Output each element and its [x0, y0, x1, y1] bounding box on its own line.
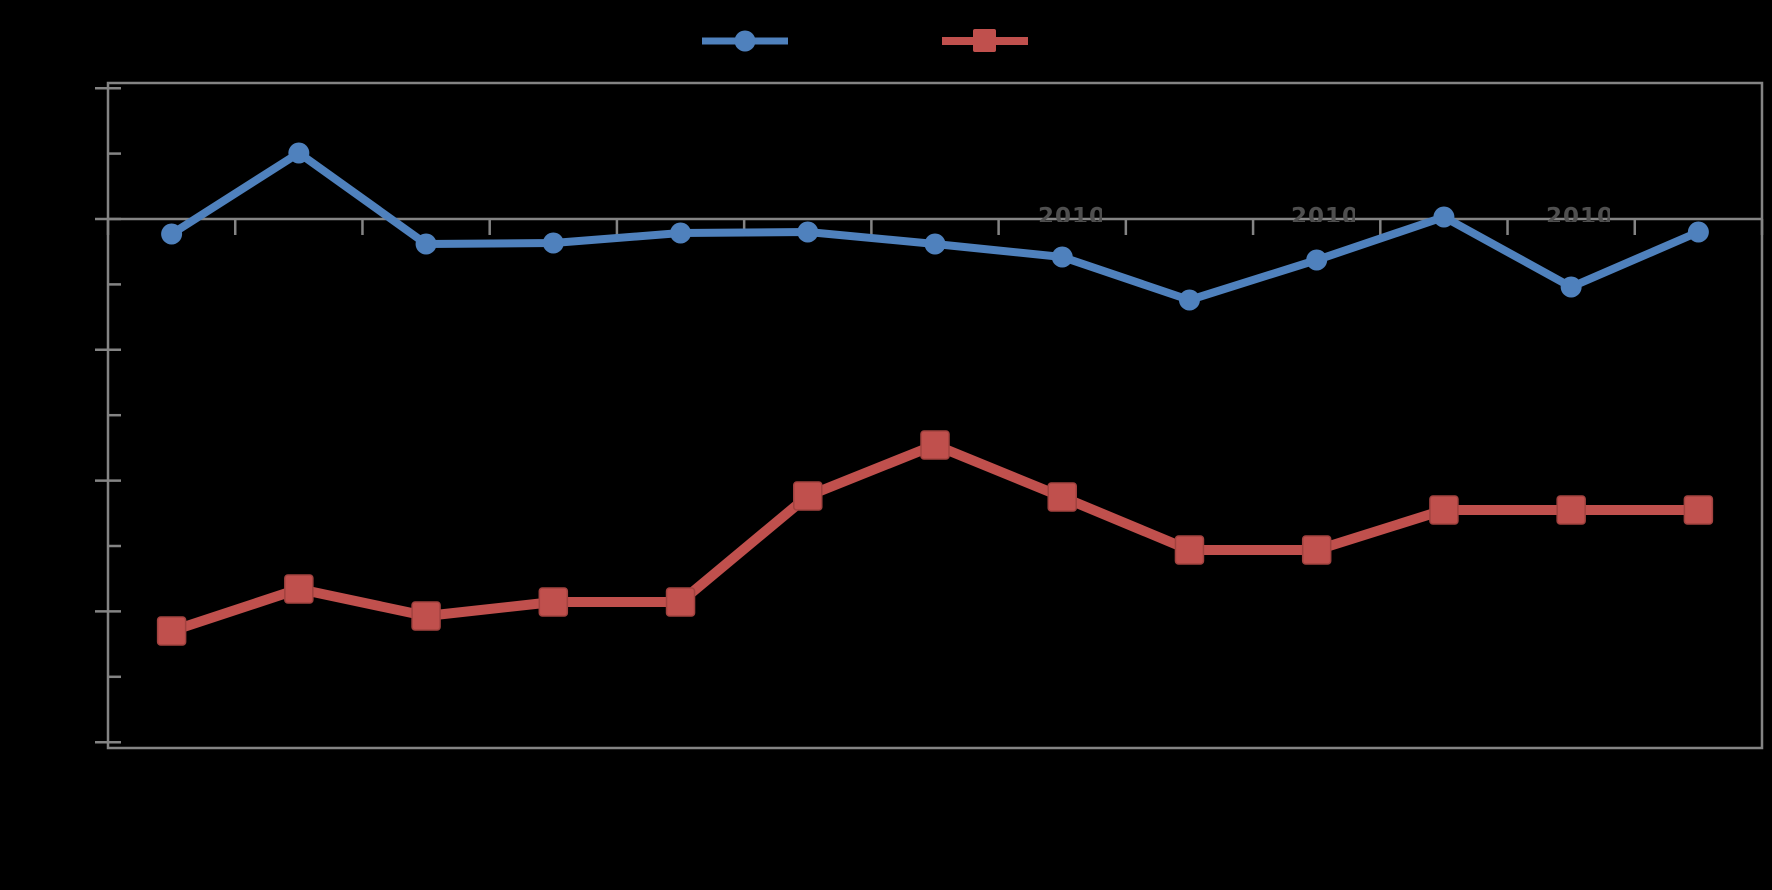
- x-axis-label-fragment: 2010: [1291, 206, 1355, 222]
- data-point-circle-marker: [1433, 206, 1455, 228]
- data-point-square-marker: [793, 481, 823, 511]
- data-point-square-marker: [1683, 495, 1714, 525]
- data-point-circle-marker: [1687, 221, 1709, 243]
- x-axis-label-fragment: 2010: [1546, 206, 1610, 222]
- x-axis-label-fragment: 2010: [1038, 206, 1102, 222]
- data-point-circle-marker: [161, 223, 183, 245]
- series-1-line-group: [161, 142, 1709, 311]
- data-point-square-marker: [284, 574, 314, 604]
- data-point-circle-marker: [1051, 246, 1073, 268]
- series-1-blue-circles-line: [167, 149, 1703, 304]
- y-axis-minor-ticks: [108, 152, 121, 679]
- data-point-square-marker: [1174, 535, 1205, 565]
- data-point-circle-marker: [797, 221, 819, 243]
- data-point-square-marker: [1301, 535, 1332, 565]
- data-point-square-marker: [156, 616, 187, 646]
- data-point-square-marker: [538, 587, 569, 617]
- data-point-square-marker: [1556, 495, 1586, 525]
- data-point-circle-marker: [670, 222, 692, 244]
- legend-series1-circle-marker-icon: [734, 30, 756, 52]
- data-point-circle-marker: [1306, 249, 1328, 271]
- data-point-square-marker: [1429, 495, 1459, 525]
- data-point-square-marker: [920, 430, 950, 460]
- data-point-circle-marker: [924, 233, 946, 255]
- plot-border: [106, 81, 1764, 750]
- data-point-square-marker: [1047, 482, 1077, 512]
- data-point-circle-marker: [1178, 289, 1200, 311]
- series-2-red-squares-line: [166, 440, 1704, 636]
- data-point-circle-marker: [1560, 276, 1582, 298]
- series-2-line-group: [156, 430, 1714, 646]
- legend-series2-square-marker-icon: [973, 29, 996, 52]
- data-point-square-marker: [411, 601, 441, 631]
- data-point-circle-marker: [288, 142, 310, 164]
- x-axis-ticks: [106, 219, 1764, 235]
- data-point-circle-marker: [542, 232, 564, 254]
- legend: [702, 29, 1028, 52]
- data-point-circle-marker: [415, 233, 437, 255]
- data-point-square-marker: [665, 587, 696, 617]
